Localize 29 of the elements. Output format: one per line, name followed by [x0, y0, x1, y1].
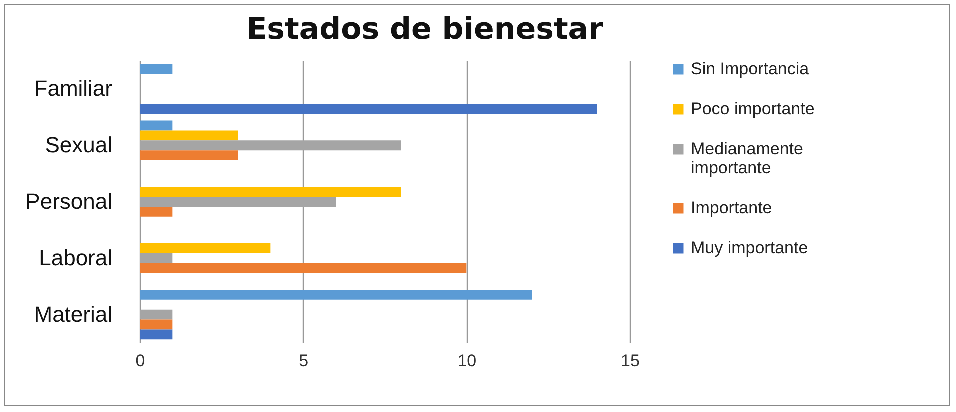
chart-title: Estados de bienestar [246, 12, 604, 47]
bar [140, 130, 238, 141]
x-tick-label: 10 [458, 352, 477, 370]
bar [140, 263, 467, 274]
y-tick-label: Sexual [45, 132, 112, 158]
legend-label: Poco importante [691, 100, 815, 118]
x-tick-label: 5 [299, 352, 309, 370]
bar [140, 253, 173, 264]
legend-label: Medianamente importante [691, 140, 804, 178]
bar [140, 64, 173, 74]
bar [140, 320, 173, 330]
y-tick-label: Personal [26, 189, 112, 214]
y-tick-label: Material [34, 302, 112, 327]
bar [140, 187, 402, 198]
bar [140, 120, 173, 131]
bar [140, 244, 271, 254]
bar [140, 290, 532, 300]
legend-label: Importante [691, 198, 772, 218]
legend-label: Sin Importancia [691, 60, 810, 78]
bar [140, 150, 238, 160]
x-tick-label: 0 [136, 352, 146, 370]
bar [140, 330, 173, 340]
y-tick-label: Laboral [39, 245, 112, 270]
legend-label: Muy importante [691, 238, 808, 258]
bar [140, 104, 598, 114]
x-tick-label: 15 [621, 352, 640, 370]
bar [140, 310, 173, 320]
y-tick-label: Familiar [34, 76, 112, 102]
bar [140, 206, 173, 217]
